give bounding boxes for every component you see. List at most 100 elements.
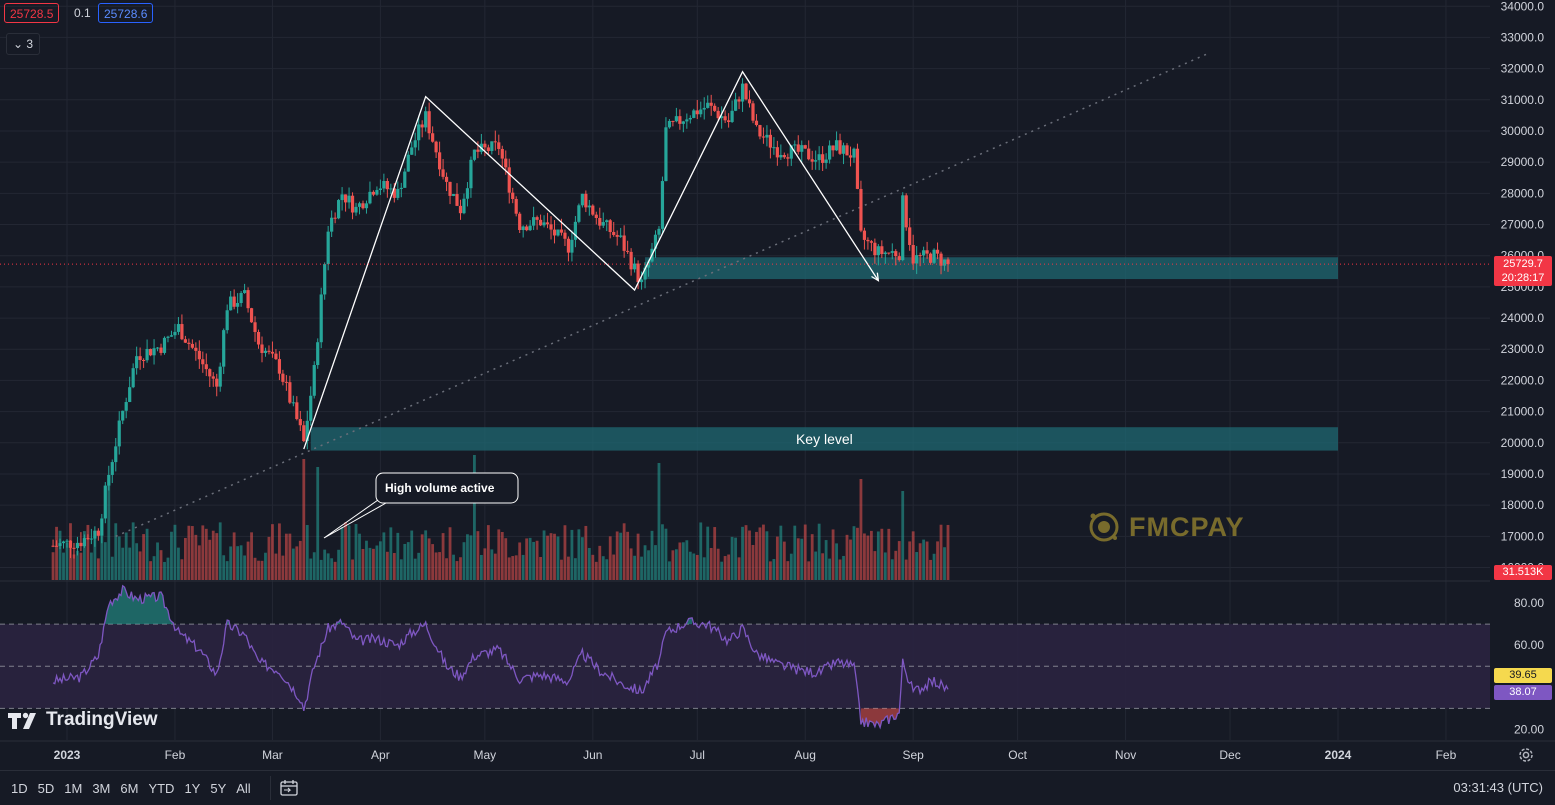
candle-body	[263, 350, 268, 353]
range-button-1y[interactable]: 1Y	[184, 780, 201, 796]
support-zones[interactable]	[310, 257, 1338, 451]
candle-body	[636, 263, 640, 283]
volume-bar	[288, 533, 292, 580]
candle-body	[688, 117, 692, 120]
volume-bar	[786, 561, 790, 580]
volume-bar	[253, 557, 257, 580]
volume-bar	[946, 524, 950, 580]
volume-bar	[476, 531, 480, 580]
rsi-axis[interactable]: 80.00 60.00 20.00	[1514, 596, 1544, 736]
volume-bar	[514, 555, 518, 580]
candle-body	[316, 342, 320, 366]
volume-bar	[312, 552, 316, 580]
candle-body	[532, 217, 536, 226]
volume-bar	[190, 526, 194, 580]
candle-body	[437, 152, 442, 170]
range-button-5d[interactable]: 5D	[37, 780, 55, 796]
candle-body	[681, 121, 685, 124]
candle-body	[291, 402, 295, 404]
volume-bar	[337, 549, 341, 580]
candle-body	[385, 181, 389, 190]
volume-bar	[525, 538, 529, 580]
volume-tag: 31.513K	[1494, 565, 1552, 580]
volume-bar	[751, 544, 755, 580]
candle-body	[448, 181, 452, 196]
volume-bar	[117, 536, 121, 580]
candle-body	[782, 154, 786, 158]
volume-bar	[570, 529, 574, 580]
range-button-1d[interactable]: 1D	[11, 780, 28, 796]
range-button-ytd[interactable]: YTD	[148, 780, 175, 796]
candle-body	[848, 155, 853, 158]
volume-bar	[163, 561, 166, 580]
volume-bar	[89, 552, 93, 580]
candle-body	[246, 290, 250, 309]
candle-body	[552, 229, 557, 236]
arrowhead-icon	[871, 272, 880, 282]
candle-body	[619, 235, 623, 237]
volume-bar	[528, 537, 532, 580]
candle-body	[740, 83, 745, 102]
candle-body	[458, 205, 463, 214]
volume-bar	[685, 540, 689, 580]
volume-bar	[821, 553, 825, 580]
candle-body	[577, 205, 581, 222]
candle-body	[382, 181, 386, 189]
volume-bar	[574, 558, 577, 580]
range-button-3m[interactable]: 3M	[92, 780, 111, 796]
candle-body	[768, 134, 773, 148]
volume-bar	[187, 525, 191, 580]
candle-body	[218, 366, 222, 387]
volume-bar	[835, 543, 838, 580]
volume-bar	[748, 530, 751, 580]
range-button-5y[interactable]: 5Y	[210, 780, 227, 796]
volume-bar	[661, 524, 664, 580]
bid-price[interactable]: 25728.5	[4, 3, 60, 23]
gear-icon[interactable]	[1517, 746, 1535, 764]
volume-bar	[389, 527, 393, 580]
candle-body	[396, 188, 400, 198]
volume-bar	[845, 534, 849, 580]
price-tick-label: 34000.0	[1501, 0, 1545, 13]
range-button-1m[interactable]: 1M	[64, 780, 83, 796]
volume-bar	[211, 530, 215, 580]
candle-body	[413, 140, 417, 148]
candle-body	[236, 303, 240, 307]
candle-body	[392, 188, 396, 198]
range-button-all[interactable]: All	[236, 780, 251, 796]
volume-bar	[365, 540, 368, 580]
volume-bar	[278, 523, 281, 580]
chart-canvas[interactable]: High volume active Key level 34000.03300…	[0, 0, 1555, 770]
candle-body	[685, 119, 689, 122]
candle-body	[208, 369, 212, 377]
volume-bar	[170, 531, 173, 580]
dotted-trend-line[interactable]	[115, 52, 1210, 538]
go-to-date-button[interactable]	[269, 776, 301, 800]
candle-body	[354, 206, 358, 213]
volume-bar	[856, 527, 859, 580]
time-axis[interactable]: 2023 Feb Mar Apr May Jun Jul Aug Sep Oct Nov Dec 202…	[54, 748, 1457, 762]
tradingview-logo[interactable]: TradingView	[8, 708, 158, 732]
utc-clock[interactable]: 03:31:43 (UTC)	[1453, 780, 1543, 795]
volume-bar	[392, 553, 396, 580]
price-axis[interactable]: 34000.0 33000.0 32000.0 31000.0 30000.0 29000…	[1501, 0, 1545, 575]
candle-body	[939, 253, 943, 266]
ask-price[interactable]: 25728.6	[98, 3, 154, 23]
price-tick-label: 21000.0	[1501, 405, 1545, 419]
candle-body	[695, 110, 699, 115]
callout-annotation[interactable]: High volume active	[323, 472, 519, 539]
candle-body	[472, 149, 477, 160]
time-tick-label: Dec	[1219, 748, 1240, 762]
indicators-toggle-button[interactable]: ⌄ 3	[6, 33, 41, 55]
candle-body	[166, 336, 170, 338]
volume-bar	[361, 548, 365, 580]
candle-body	[612, 232, 616, 235]
pattern-zigzag-line[interactable]	[303, 70, 879, 450]
volume-bar	[908, 541, 912, 580]
range-button-6m[interactable]: 6M	[120, 780, 139, 796]
volume-bar	[709, 548, 713, 580]
volume-bar	[894, 550, 898, 580]
candlesticks[interactable]	[51, 78, 950, 559]
volume-bar	[232, 532, 236, 580]
volume-bar	[274, 553, 278, 580]
